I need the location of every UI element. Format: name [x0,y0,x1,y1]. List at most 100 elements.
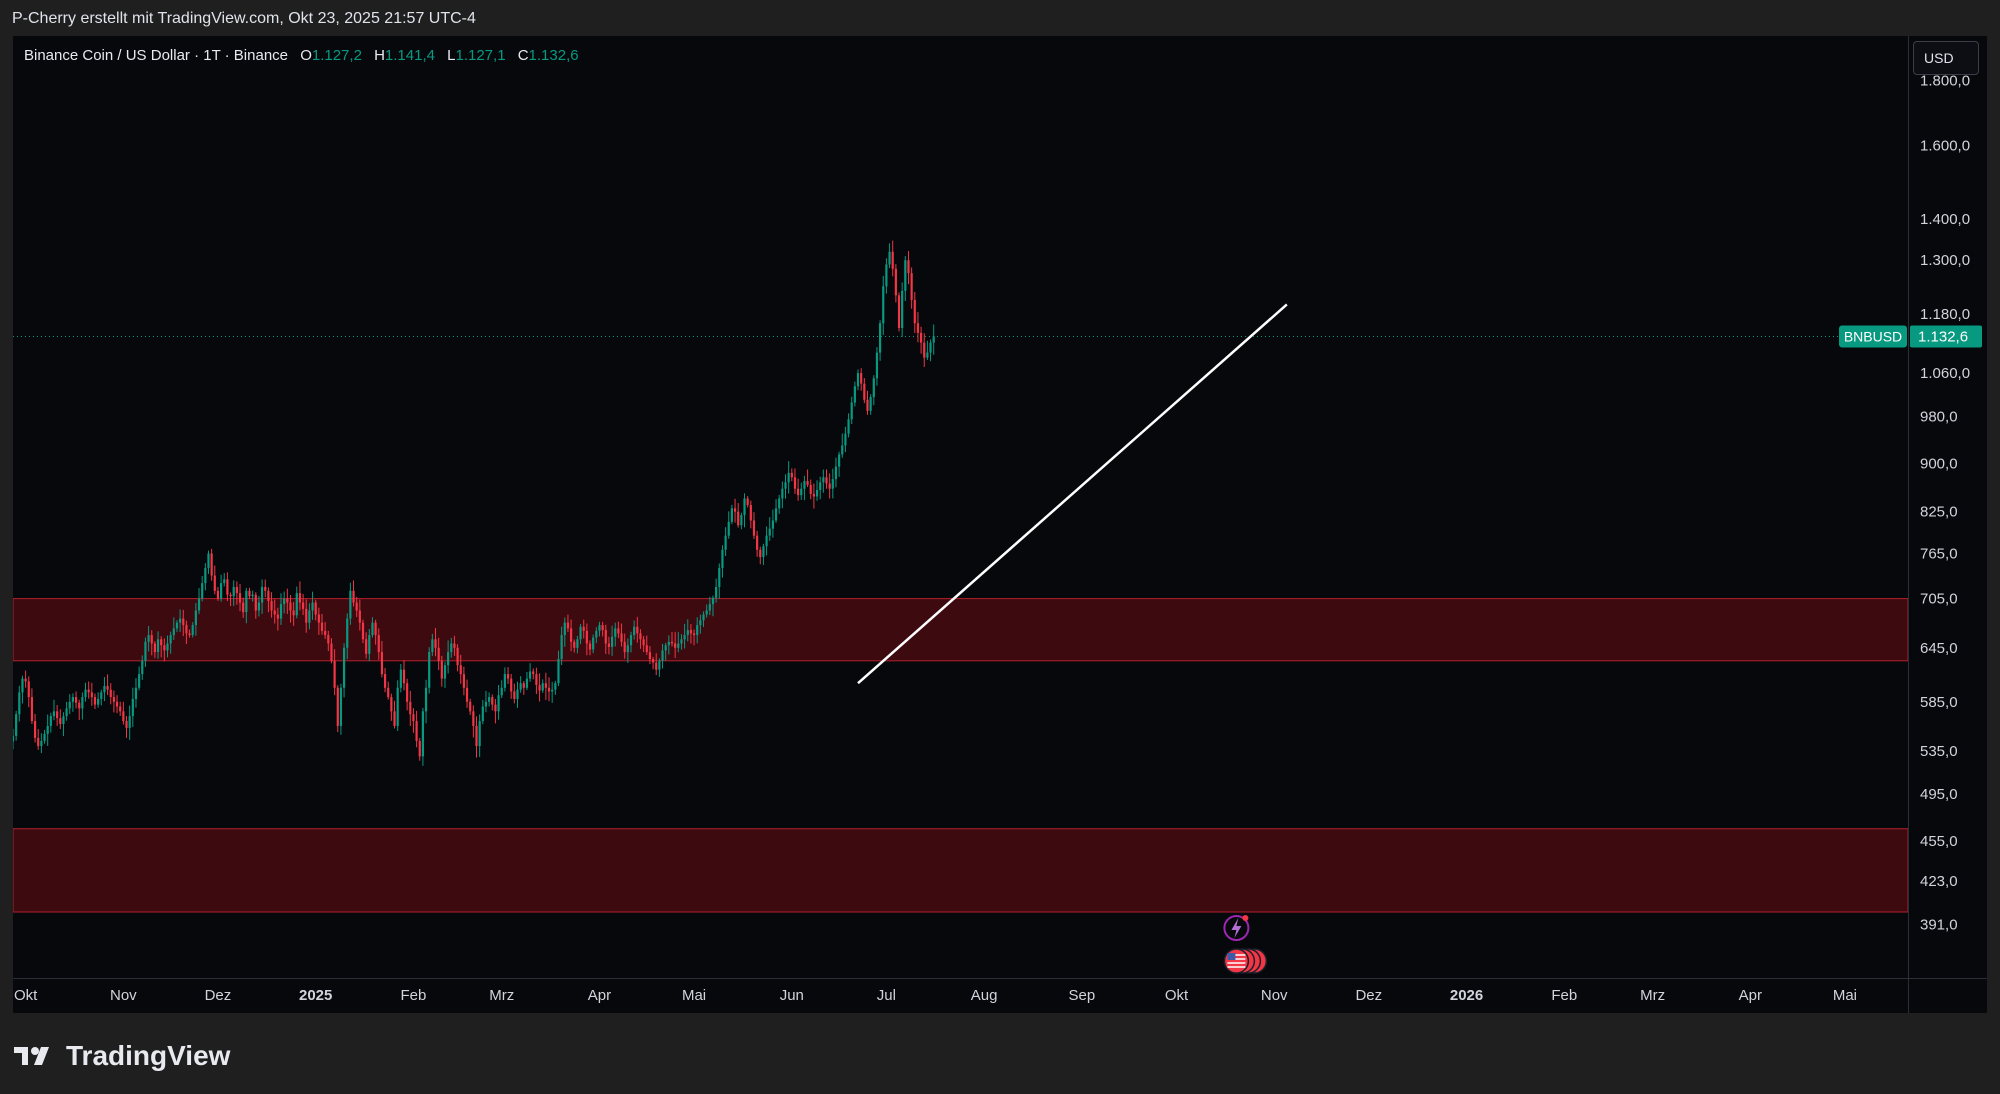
resistance-zone [13,828,1909,913]
candle-body [547,687,551,692]
high-label: H [374,47,385,64]
candle-body [453,643,456,648]
candle-body [636,626,639,634]
candle-body [24,678,27,682]
candle-body [913,299,916,324]
candle-body [450,643,453,653]
candle-body [46,725,49,734]
candle-body [229,594,232,597]
price-chart[interactable]: 1.800,0 1.600,0 1.400,0 1.300,0 1.180,0 1.060… [13,36,1987,1013]
candle-body [342,647,346,688]
candle-body [554,683,557,690]
currency-button[interactable]: USD [1913,41,1979,75]
candle-body [667,641,670,646]
low-value: 1.127,1 [455,47,506,64]
candle-body [765,535,768,547]
candle-body [138,674,141,688]
candle-body [201,583,204,599]
candle-body [529,671,532,679]
time-axis-label: Apr [588,987,611,1004]
candle-body [812,493,815,497]
candle-body [756,535,759,550]
candle-body [513,691,516,699]
candle-body [232,586,235,597]
price-axis-label: 980,0 [1920,408,1958,425]
candle-body [216,590,220,599]
candle-body [122,711,125,722]
candle-body [702,614,705,621]
candle-body [459,665,462,675]
candle-body [402,669,406,684]
time-axis-label: Mrz [1640,987,1665,1004]
candle-body [308,610,311,623]
candle-body [399,669,402,688]
price-axis-label: 765,0 [1920,545,1958,562]
brand-name: TradingView [66,1040,231,1071]
candle-body [519,683,522,690]
candle-body [601,625,604,631]
symbol-legend: Binance Coin / US Dollar · 1T · Binance … [24,47,579,64]
price-axis-label: 495,0 [1920,786,1958,803]
candle-body [59,718,62,724]
candle-body [434,639,437,648]
candle-body [144,641,147,661]
candle-body [737,511,740,526]
candle-body [617,628,620,634]
candle-body [194,610,197,626]
candle-body [686,630,689,636]
candle-body [409,701,412,715]
candle-body [866,399,869,411]
candle-body [715,586,718,598]
candle-body [169,635,172,644]
candle-body [336,687,339,726]
candle-body [853,386,856,403]
candle-body [383,674,387,688]
candle-body [506,674,510,679]
open-label: O [300,47,312,64]
candle-body [270,600,273,611]
candle-body [651,659,655,663]
candle-body [311,602,314,611]
lightning-icon [1223,915,1250,941]
candle-body [648,652,652,660]
candle-body [844,433,847,446]
candle-body [797,488,800,496]
candle-body [711,597,715,605]
candle-body [134,687,138,699]
candle-body [81,697,84,709]
candle-body [655,662,658,670]
candle-body [339,687,343,726]
trendline [857,303,1288,685]
candle-body [860,373,863,384]
candle-body [582,626,585,631]
candle-body [503,674,506,688]
candle-body [93,697,97,705]
candle-body [27,681,30,698]
candle-body [40,740,43,747]
symbol-title[interactable]: Binance Coin / US Dollar · 1T · Binance [24,47,289,64]
candle-body [213,575,216,591]
candle-body [793,477,797,489]
candle-body [828,483,831,489]
candle-body [87,689,90,693]
price-axis-label: 1.400,0 [1920,211,1970,228]
candle-body [52,711,56,717]
price-axis-label: 1.600,0 [1920,137,1970,154]
price-axis-label: 705,0 [1920,591,1958,608]
candle-body [112,697,116,702]
candle-body [84,689,87,698]
price-axis-label: 423,0 [1920,873,1958,890]
candle-body [787,472,790,483]
candle-body [226,579,229,595]
candle-body [292,610,295,616]
price-axis-label: 645,0 [1920,640,1958,657]
candle-body [680,639,683,644]
candle-body [374,622,377,636]
candle-body [926,352,929,358]
candle-body [418,740,421,757]
candle-body [784,482,787,489]
candle-body [371,622,374,636]
candle-body [185,625,188,634]
candle-body [197,598,201,611]
candle-body [774,508,778,521]
